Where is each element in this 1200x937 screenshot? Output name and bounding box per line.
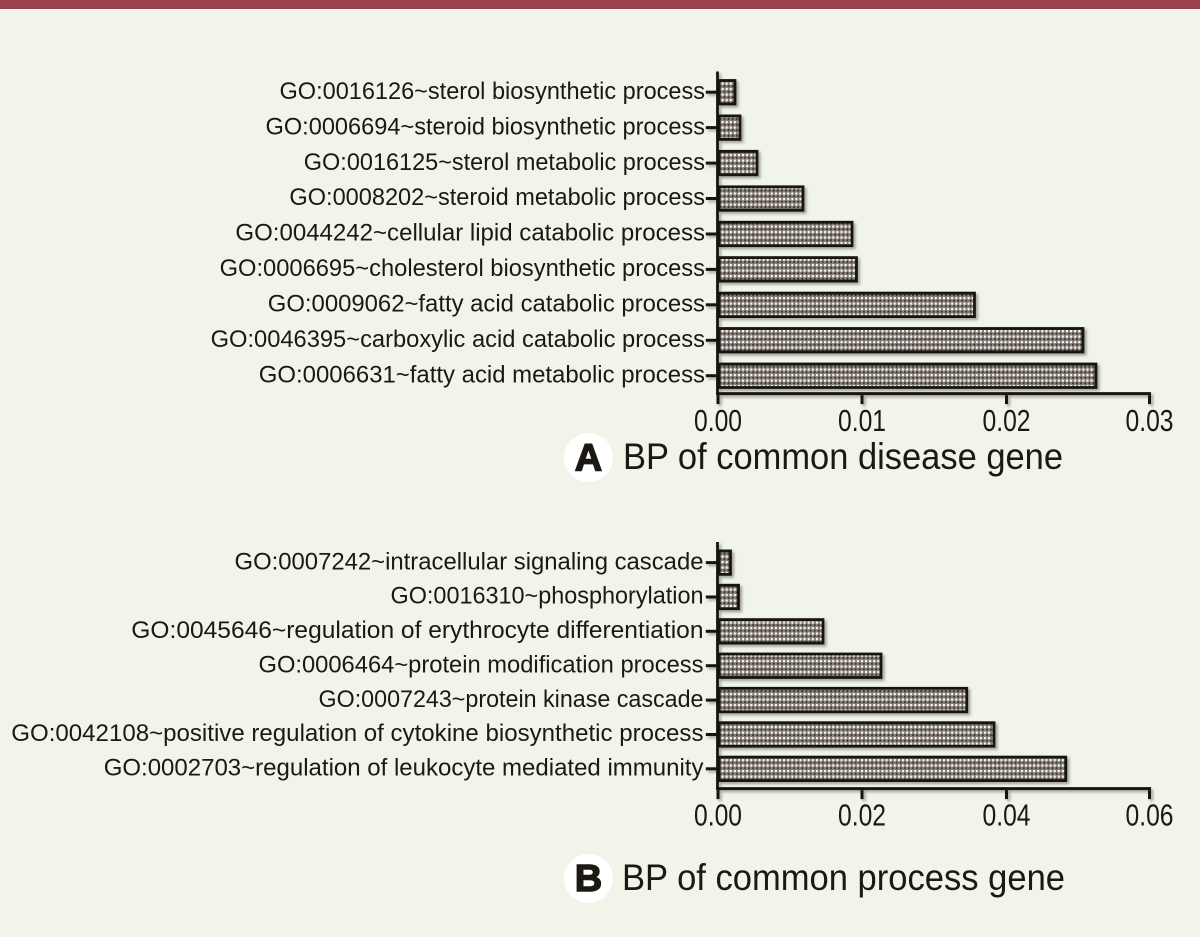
svg-text:GO:0006695~cholesterol biosynt: GO:0006695~cholesterol biosynthetic proc… <box>220 255 705 282</box>
svg-text:GO:0016126~sterol biosynthetic: GO:0016126~sterol biosynthetic process <box>280 78 706 105</box>
svg-text:GO:0006464~protein modificatio: GO:0006464~protein modification process <box>259 651 704 678</box>
svg-text:GO:0008202~steroid metabolic p: GO:0008202~steroid metabolic process <box>289 184 705 211</box>
svg-text:GO:0045646~regulation of eryth: GO:0045646~regulation of erythrocyte dif… <box>131 617 703 644</box>
svg-text:GO:0044242~cellular lipid cata: GO:0044242~cellular lipid catabolic proc… <box>235 220 705 247</box>
svg-text:GO:0016125~sterol metabolic pr: GO:0016125~sterol metabolic process <box>304 149 705 176</box>
svg-text:0.02: 0.02 <box>838 799 886 833</box>
svg-text:GO:0009062~fatty acid cataboli: GO:0009062~fatty acid catabolic process <box>268 291 705 318</box>
svg-text:GO:0007243~protein kinase casc: GO:0007243~protein kinase cascade <box>319 686 704 713</box>
svg-text:0.00: 0.00 <box>694 404 742 438</box>
svg-text:GO:0002703~regulation of leuko: GO:0002703~regulation of leukocyte media… <box>104 755 704 782</box>
svg-text:GO:0016310~phosphorylation: GO:0016310~phosphorylation <box>391 583 704 610</box>
svg-text:0.01: 0.01 <box>838 404 886 438</box>
svg-text:B: B <box>575 858 602 900</box>
svg-text:0.00: 0.00 <box>694 799 742 833</box>
svg-text:BP of common process gene: BP of common process gene <box>622 857 1065 898</box>
svg-text:GO:0042108~positive regulation: GO:0042108~positive regulation of cytoki… <box>11 720 703 747</box>
svg-text:GO:0046395~carboxylic acid cat: GO:0046395~carboxylic acid catabolic pro… <box>211 326 705 353</box>
svg-text:0.02: 0.02 <box>983 404 1031 438</box>
svg-text:A: A <box>575 438 602 480</box>
svg-text:GO:0007242~intracellular signa: GO:0007242~intracellular signaling casca… <box>235 548 704 575</box>
svg-text:BP of common disease gene: BP of common disease gene <box>623 436 1063 477</box>
svg-text:0.04: 0.04 <box>983 799 1031 833</box>
svg-text:0.06: 0.06 <box>1126 799 1174 833</box>
svg-text:GO:0006631~fatty acid metaboli: GO:0006631~fatty acid metabolic process <box>259 361 705 388</box>
svg-text:GO:0006694~steroid biosyntheti: GO:0006694~steroid biosynthetic process <box>266 113 706 140</box>
svg-text:0.03: 0.03 <box>1126 404 1174 438</box>
